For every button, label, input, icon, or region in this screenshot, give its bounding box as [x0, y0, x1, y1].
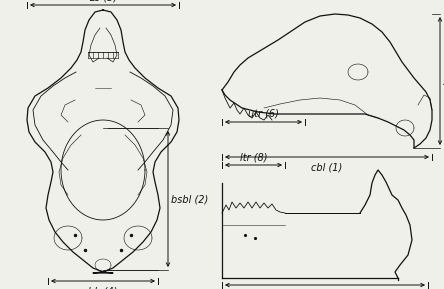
Text: bsbl (2): bsbl (2) — [171, 194, 208, 204]
Text: zb (3): zb (3) — [89, 0, 117, 2]
Text: bb (4): bb (4) — [88, 286, 118, 289]
Text: sh (5): sh (5) — [443, 76, 444, 86]
Text: cbl (1): cbl (1) — [311, 162, 343, 172]
Text: ltr (8): ltr (8) — [240, 152, 267, 162]
Text: utr (6): utr (6) — [248, 109, 279, 119]
